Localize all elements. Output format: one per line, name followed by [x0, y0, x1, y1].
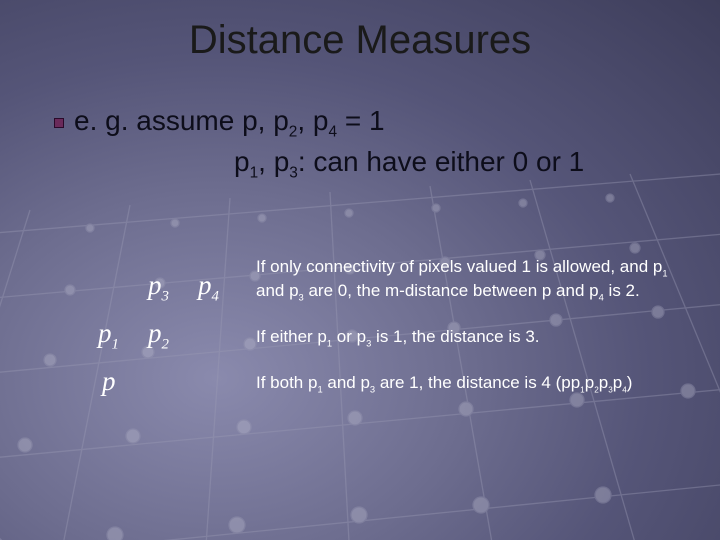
pixel-label-p2: p2	[148, 318, 169, 353]
assume-block: e. g. assume p, p2, p4 = 1 p1, p3: can h…	[54, 102, 584, 185]
pixel-label-p1: p1	[98, 318, 119, 353]
body-para-1: If only connectivity of pixels valued 1 …	[256, 256, 676, 304]
body-para-2: If either p1 or p3 is 1, the distance is…	[256, 326, 676, 350]
bullet-icon	[54, 118, 64, 128]
pixel-label-p: p	[102, 366, 116, 397]
body-text: If only connectivity of pixels valued 1 …	[256, 256, 676, 418]
slide-title: Distance Measures	[0, 18, 720, 63]
pixel-label-p4: p4	[198, 270, 219, 305]
body-para-3: If both p1 and p3 are 1, the distance is…	[256, 372, 676, 396]
pixel-label-p3: p3	[148, 270, 169, 305]
assume-line1: e. g. assume p, p2, p4 = 1	[54, 102, 584, 143]
assume-line2: p1, p3: can have either 0 or 1	[234, 143, 584, 184]
